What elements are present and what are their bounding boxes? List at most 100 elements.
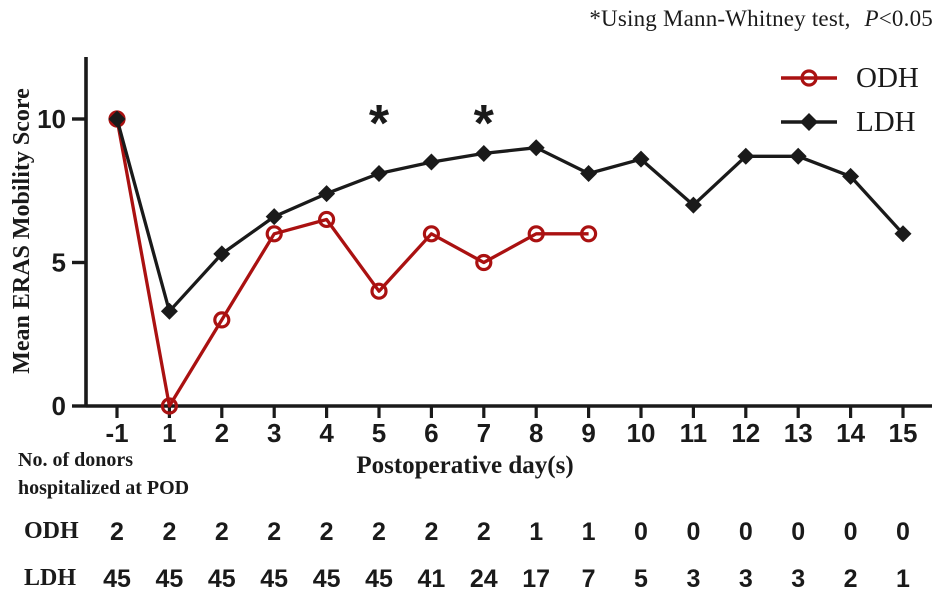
legend-label-odh: ODH bbox=[856, 61, 919, 94]
legend-entry-odh: ODH bbox=[778, 56, 919, 100]
x-tick-label: 8 bbox=[529, 418, 543, 448]
data-point-ldh bbox=[527, 139, 545, 157]
table-caption: No. of donors hospitalized at POD bbox=[18, 446, 189, 502]
ldh-marker-icon bbox=[781, 113, 837, 131]
data-point-ldh bbox=[370, 165, 388, 183]
table-cell-odh: 0 bbox=[791, 518, 806, 546]
data-point-odh bbox=[160, 397, 178, 415]
x-tick-label: 14 bbox=[836, 418, 865, 448]
table-caption-line1: No. of donors bbox=[18, 449, 134, 471]
data-point-ldh bbox=[789, 147, 807, 165]
significance-asterisk: * bbox=[369, 95, 390, 153]
significance-asterisk: * bbox=[474, 95, 495, 153]
x-tick-label: 11 bbox=[680, 418, 708, 448]
data-point-odh bbox=[475, 253, 493, 272]
table-cell-odh: 2 bbox=[476, 518, 491, 546]
x-tick-label: 5 bbox=[372, 418, 386, 448]
data-point-ldh bbox=[475, 144, 493, 162]
legend-label-ldh: LDH bbox=[856, 105, 916, 138]
table-cell-odh: 2 bbox=[214, 518, 229, 546]
x-tick-label: 7 bbox=[477, 418, 491, 448]
table-row-label-odh: ODH bbox=[24, 518, 79, 544]
table-cell-odh: 2 bbox=[267, 518, 282, 546]
p-value-condition: <0.05 bbox=[878, 6, 933, 31]
y-tick-label: 10 bbox=[37, 104, 66, 134]
table-cell-ldh: 45 bbox=[155, 565, 184, 593]
data-point-ldh bbox=[108, 110, 126, 128]
table-cell-odh: 0 bbox=[738, 518, 753, 546]
data-point-odh bbox=[318, 210, 336, 229]
significance-annotation: *Using Mann-Whitney test, P<0.05 bbox=[589, 6, 933, 32]
table-cell-odh: 0 bbox=[634, 518, 648, 546]
table-cell-ldh: 5 bbox=[634, 565, 648, 593]
p-value-symbol: P bbox=[864, 6, 879, 31]
x-tick-label: 9 bbox=[581, 418, 595, 448]
table-cell-odh: 1 bbox=[581, 518, 596, 546]
data-point-ldh bbox=[160, 302, 178, 320]
data-point-ldh bbox=[213, 245, 231, 263]
data-point-ldh bbox=[265, 208, 283, 226]
data-point-ldh bbox=[632, 150, 650, 168]
x-tick-label: 13 bbox=[784, 418, 813, 448]
data-point-ldh bbox=[422, 153, 440, 171]
table-cell-odh: 1 bbox=[529, 518, 544, 546]
odh-marker-icon bbox=[781, 69, 837, 87]
data-point-ldh bbox=[842, 167, 860, 185]
table-cell-odh: 2 bbox=[424, 518, 439, 546]
x-tick-label: 6 bbox=[424, 418, 438, 448]
table-cell-ldh: 1 bbox=[896, 565, 910, 593]
table-cell-ldh: 45 bbox=[312, 565, 341, 593]
data-point-ldh bbox=[894, 225, 912, 243]
data-point-ldh bbox=[318, 185, 336, 203]
table-cell-odh: 0 bbox=[843, 518, 858, 546]
data-point-odh bbox=[370, 282, 388, 300]
x-axis-title: Postoperative day(s) bbox=[356, 452, 574, 479]
series-line-ldh bbox=[115, 118, 905, 313]
table-cell-odh: 0 bbox=[686, 518, 701, 546]
x-tick-label: 4 bbox=[319, 418, 334, 448]
table-caption-line2: hospitalized at POD bbox=[18, 477, 190, 499]
legend-entry-ldh: LDH bbox=[778, 100, 919, 144]
table-cell-ldh: 3 bbox=[738, 565, 753, 593]
table-cell-odh: 2 bbox=[110, 518, 124, 546]
series-line-odh bbox=[115, 118, 589, 408]
table-cell-ldh: 3 bbox=[791, 565, 806, 593]
y-tick-label: 0 bbox=[52, 391, 66, 421]
table-row-label-ldh: LDH bbox=[24, 565, 77, 591]
table-cell-odh: 0 bbox=[896, 518, 910, 546]
table-cell-ldh: 45 bbox=[207, 565, 236, 593]
data-point-ldh bbox=[684, 196, 702, 214]
axes bbox=[84, 57, 932, 408]
x-tick-label: 15 bbox=[889, 418, 918, 448]
table-cell-ldh: 45 bbox=[103, 565, 131, 593]
table-cell-ldh: 24 bbox=[469, 565, 498, 593]
data-point-odh bbox=[213, 311, 231, 329]
table-row-odh: ODH 2 2 2 2 2 2 2 2 1 1 0 0 0 0 0 0 bbox=[0, 518, 947, 550]
data-point-odh bbox=[527, 225, 545, 243]
x-tick-label: 3 bbox=[267, 418, 281, 448]
table-cell-ldh: 45 bbox=[365, 565, 393, 593]
data-point-odh bbox=[579, 225, 598, 243]
y-tick-label: 5 bbox=[52, 248, 66, 278]
x-tick-label: 12 bbox=[731, 418, 760, 448]
table-cell-ldh: 45 bbox=[260, 565, 289, 593]
data-point-ldh bbox=[737, 147, 755, 165]
data-point-odh bbox=[422, 225, 440, 243]
table-cell-ldh: 3 bbox=[686, 565, 701, 593]
table-cell-ldh: 7 bbox=[581, 565, 596, 593]
data-point-ldh bbox=[580, 165, 598, 183]
x-tick-label: 2 bbox=[215, 418, 229, 448]
x-tick-label: 10 bbox=[627, 418, 656, 448]
legend: ODH LDH bbox=[778, 56, 919, 144]
x-tick-label: -1 bbox=[105, 418, 128, 448]
table-cell-odh: 2 bbox=[162, 518, 177, 546]
annotation-text: *Using Mann-Whitney test, bbox=[589, 6, 851, 31]
x-tick-label: 1 bbox=[162, 418, 176, 448]
table-cell-ldh: 17 bbox=[522, 565, 551, 593]
table-cell-ldh: 41 bbox=[417, 565, 446, 593]
data-point-odh bbox=[265, 225, 283, 243]
table-cell-odh: 2 bbox=[319, 518, 334, 546]
table-cell-ldh: 2 bbox=[843, 565, 858, 593]
table-row-ldh: LDH 45 45 45 45 45 45 41 24 17 7 5 3 3 3 2 1 bbox=[0, 565, 947, 597]
